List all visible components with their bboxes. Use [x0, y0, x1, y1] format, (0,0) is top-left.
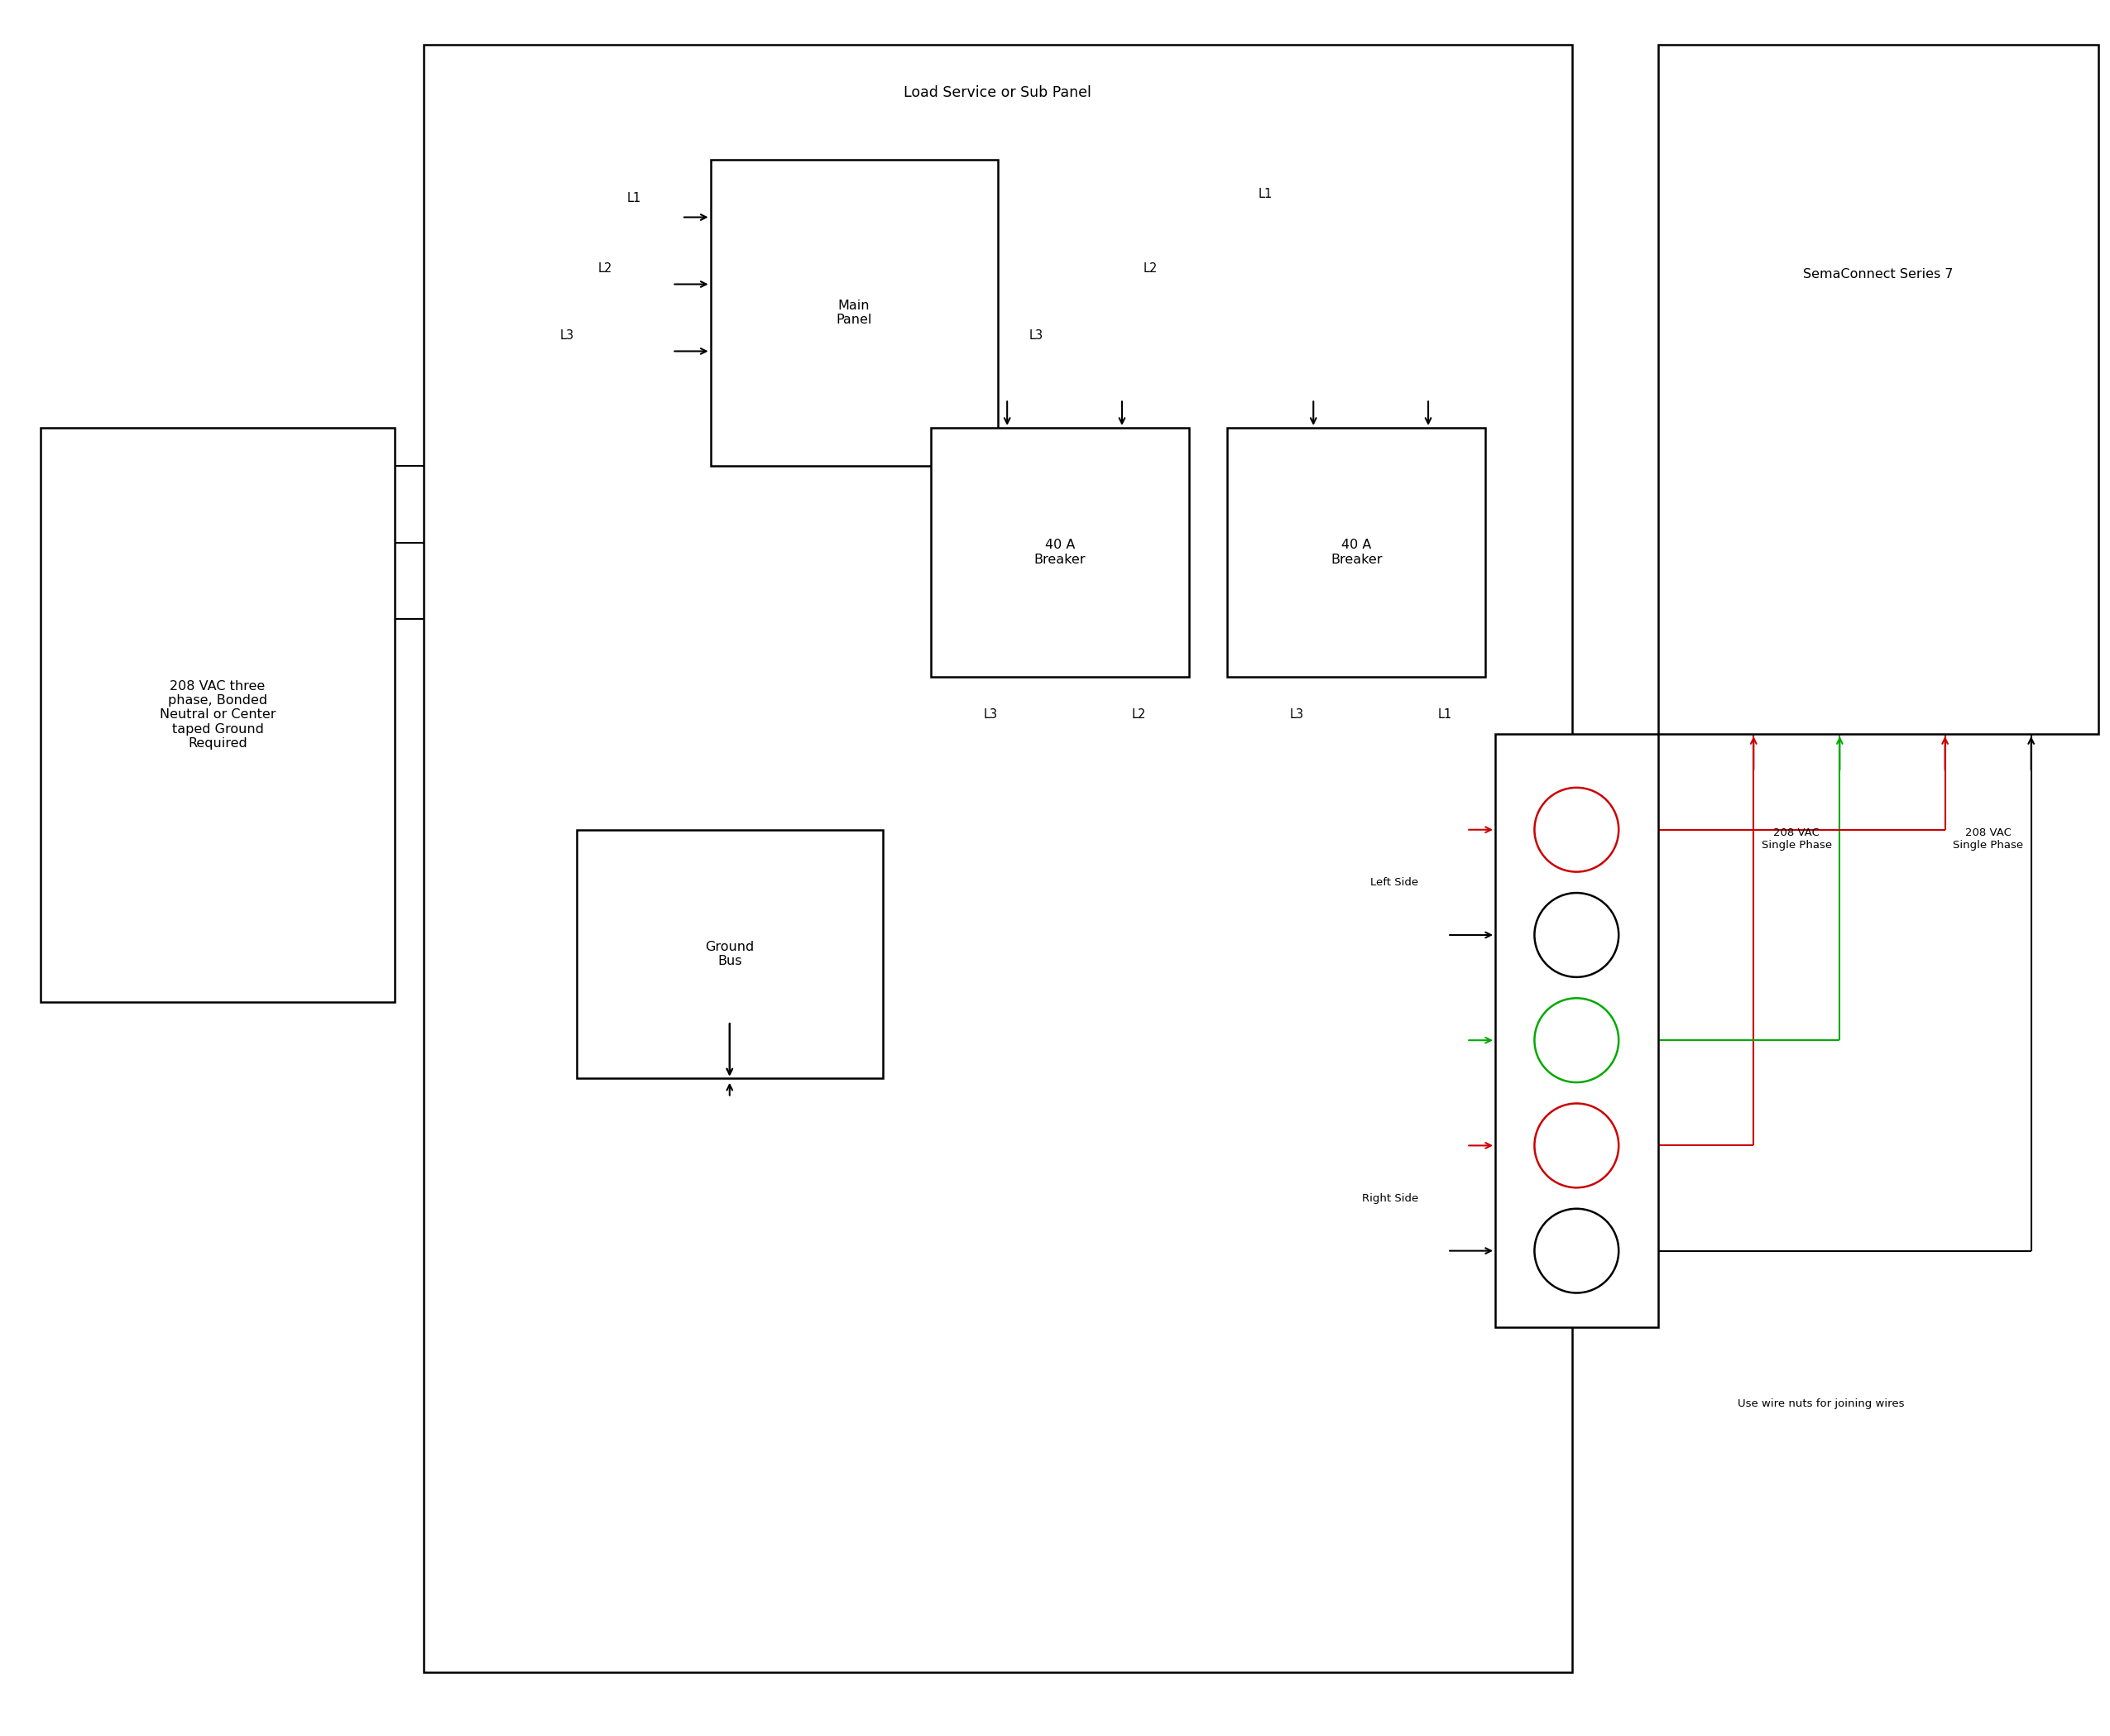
Text: 208 VAC
Single Phase: 208 VAC Single Phase: [1762, 828, 1831, 851]
Text: Use wire nuts for joining wires: Use wire nuts for joining wires: [1737, 1399, 1903, 1410]
Bar: [1228, 427, 1485, 677]
Bar: [424, 45, 1572, 1672]
Text: Main
Panel: Main Panel: [836, 300, 871, 326]
Text: Ground
Bus: Ground Bus: [705, 941, 753, 967]
Bar: [40, 427, 395, 1002]
Text: 40 A
Breaker: 40 A Breaker: [1331, 538, 1382, 566]
Bar: [711, 160, 998, 465]
Text: L3: L3: [983, 708, 998, 720]
Text: L1: L1: [627, 193, 641, 205]
Text: SemaConnect Series 7: SemaConnect Series 7: [1802, 269, 1954, 281]
Bar: [576, 830, 882, 1078]
Bar: [1658, 45, 2097, 734]
Text: 208 VAC three
phase, Bonded
Neutral or Center
taped Ground
Required: 208 VAC three phase, Bonded Neutral or C…: [160, 681, 276, 750]
Text: L3: L3: [1030, 330, 1042, 342]
Text: Left Side: Left Side: [1372, 877, 1418, 887]
Bar: [931, 427, 1188, 677]
Text: 40 A
Breaker: 40 A Breaker: [1034, 538, 1087, 566]
Text: L1: L1: [1258, 187, 1272, 200]
Text: Right Side: Right Side: [1363, 1193, 1418, 1203]
Text: L2: L2: [1131, 708, 1146, 720]
Text: L1: L1: [1437, 708, 1452, 720]
Text: L2: L2: [1144, 262, 1158, 274]
Text: 208 VAC
Single Phase: 208 VAC Single Phase: [1954, 828, 2023, 851]
Bar: [1496, 734, 1658, 1328]
Text: L3: L3: [559, 330, 574, 342]
Text: Load Service or Sub Panel: Load Service or Sub Panel: [903, 85, 1091, 101]
Text: L3: L3: [1289, 708, 1304, 720]
Text: L2: L2: [597, 262, 612, 274]
